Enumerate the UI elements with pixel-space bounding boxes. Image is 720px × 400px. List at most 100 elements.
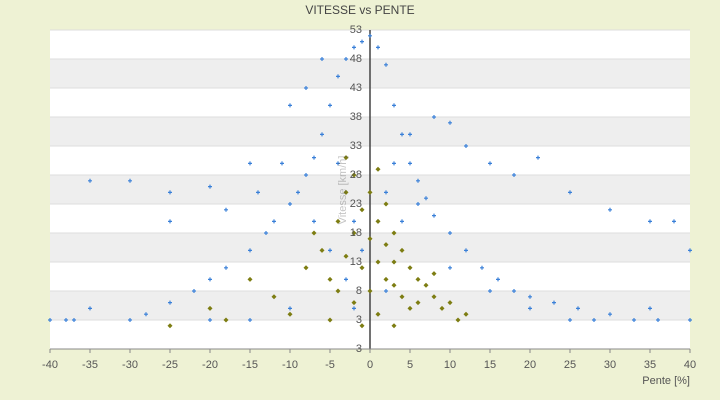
y-tick-label: 3 [356,343,362,355]
grid [49,29,691,353]
y-tick-label: 53 [350,24,362,36]
point [328,248,332,253]
point [128,178,132,183]
point [391,282,397,288]
x-tick-label: 10 [444,359,456,371]
point [407,305,413,311]
point [688,318,692,322]
point [375,166,381,172]
point [455,317,461,323]
x-tick-label: 0 [367,359,373,371]
point [400,132,404,137]
y-tick-label: 3 [356,314,362,326]
x-tick-label: 30 [604,359,616,371]
x-tick-label: 40 [684,359,696,371]
point [335,218,341,224]
chart-title: VITESSE vs PENTE [305,3,414,17]
y-tick-label: 8 [356,285,362,297]
point [327,317,333,323]
point [688,248,692,253]
point [415,300,421,306]
point [447,300,453,306]
point [375,311,381,317]
point [423,282,429,288]
point [287,311,293,317]
point [280,161,284,166]
point [368,33,372,38]
point [432,213,436,218]
point [208,184,212,189]
point [359,265,365,271]
y-tick-label: 33 [350,140,362,152]
points [48,33,692,329]
point [248,161,252,166]
point [391,323,397,329]
y-tick-label: 38 [350,111,362,123]
point [608,312,612,317]
point [336,74,340,79]
x-tick-label: 15 [484,359,496,371]
point [528,294,532,299]
point [328,103,332,108]
point [344,57,348,61]
point [88,306,92,311]
point [367,236,373,242]
y-tick-label: 13 [350,256,362,268]
x-tick-label: 5 [407,359,413,371]
point [208,318,212,322]
y-axis-title: Vitesse [km/h] [337,156,349,225]
point [336,161,340,166]
point [568,318,572,322]
point [488,161,492,166]
point [288,202,292,206]
point [247,276,253,282]
point [320,57,324,61]
point [448,265,452,270]
point [224,265,228,270]
point [399,294,405,300]
point [367,189,373,195]
point [512,173,516,177]
point [528,306,532,311]
point [463,311,469,317]
point [335,288,341,294]
point [223,317,229,323]
point [248,318,252,322]
point [432,115,436,119]
point [359,323,365,329]
point [288,306,292,311]
point [352,45,356,50]
point [392,103,396,108]
x-axis-title: Pente [%] [642,375,690,387]
point [64,318,68,322]
point [128,318,132,322]
point [351,172,357,178]
point [648,306,652,311]
point [431,294,437,300]
point [296,190,300,195]
point [248,248,252,253]
y-tick-label: 28 [350,169,362,181]
point [376,45,380,50]
point [399,247,405,253]
point [400,219,404,224]
y-tick-label: 48 [350,53,362,65]
point [88,178,92,183]
y-tick-label: 18 [350,227,362,239]
point [207,305,213,311]
point [304,86,308,90]
point [271,294,277,300]
point [352,306,356,311]
point [391,230,397,236]
point [448,120,452,125]
x-tick-label: 35 [644,359,656,371]
point [576,306,580,311]
point [264,231,268,235]
point [319,247,325,253]
point [375,218,381,224]
point [343,253,349,259]
x-tick-label: 20 [524,359,536,371]
